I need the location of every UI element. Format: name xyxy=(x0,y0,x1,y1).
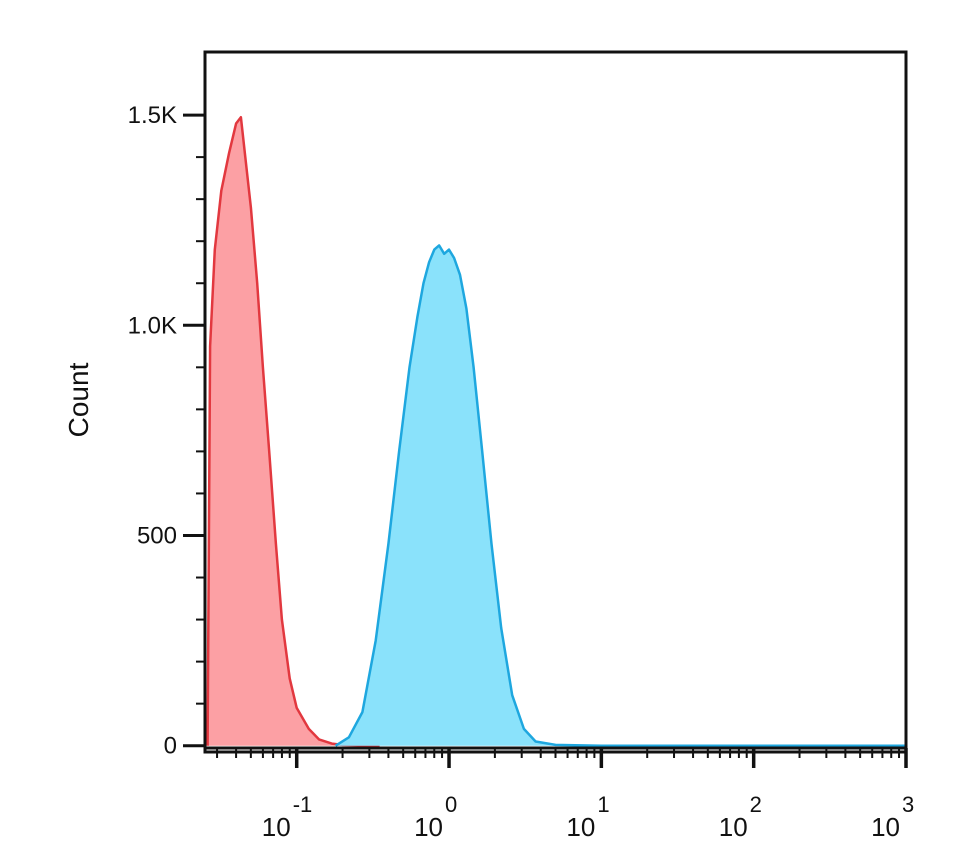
series-1-line xyxy=(206,115,380,747)
x-tick-exponent: 0 xyxy=(445,792,457,817)
series-layer xyxy=(206,115,907,747)
x-tick-label: 10 xyxy=(871,812,900,842)
y-tick-label: 1.0K xyxy=(128,312,177,339)
series-2-fill xyxy=(335,245,907,746)
x-tick-label: 10 xyxy=(414,812,443,842)
y-axis: 0 500 1.0K 1.5K xyxy=(128,72,207,760)
x-tick-exponent: 2 xyxy=(750,792,762,817)
x-tick-label: 10 xyxy=(719,812,748,842)
x-tick-label: 10 xyxy=(566,812,595,842)
y-axis-label: Count xyxy=(63,362,94,437)
y-tick-label: 500 xyxy=(137,522,177,549)
series-2-line xyxy=(334,244,906,747)
x-tick-exponent: 1 xyxy=(597,792,609,817)
x-tick-exponent: 3 xyxy=(902,792,914,817)
y-tick-label: 1.5K xyxy=(128,102,177,129)
y-tick-label: 0 xyxy=(164,733,177,760)
series-1-fill xyxy=(207,117,380,746)
x-tick-exponent: -1 xyxy=(293,792,313,817)
x-tick-label: 10 xyxy=(262,812,291,842)
plot-frame xyxy=(203,50,908,754)
